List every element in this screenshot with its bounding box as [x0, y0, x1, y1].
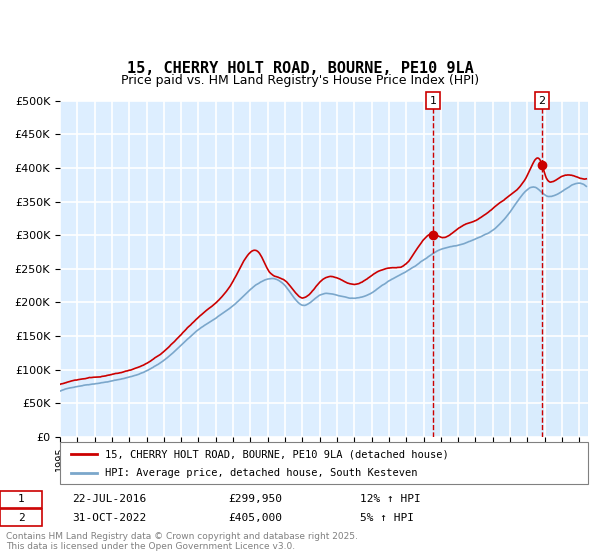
- Text: 15, CHERRY HOLT ROAD, BOURNE, PE10 9LA: 15, CHERRY HOLT ROAD, BOURNE, PE10 9LA: [127, 60, 473, 76]
- Text: £405,000: £405,000: [228, 513, 282, 522]
- FancyBboxPatch shape: [60, 442, 588, 484]
- Text: 31-OCT-2022: 31-OCT-2022: [72, 513, 146, 522]
- Text: HPI: Average price, detached house, South Kesteven: HPI: Average price, detached house, Sout…: [105, 468, 418, 478]
- Text: 15, CHERRY HOLT ROAD, BOURNE, PE10 9LA (detached house): 15, CHERRY HOLT ROAD, BOURNE, PE10 9LA (…: [105, 449, 449, 459]
- FancyBboxPatch shape: [0, 491, 42, 507]
- Text: Contains HM Land Registry data © Crown copyright and database right 2025.
This d: Contains HM Land Registry data © Crown c…: [6, 531, 358, 551]
- Text: Price paid vs. HM Land Registry's House Price Index (HPI): Price paid vs. HM Land Registry's House …: [121, 74, 479, 87]
- Text: 5% ↑ HPI: 5% ↑ HPI: [360, 513, 414, 522]
- Text: 2: 2: [17, 513, 25, 522]
- Text: 1: 1: [17, 494, 25, 504]
- FancyBboxPatch shape: [0, 510, 42, 526]
- Bar: [433, 101, 588, 437]
- Text: £299,950: £299,950: [228, 494, 282, 504]
- Text: 1: 1: [430, 96, 437, 106]
- Text: 12% ↑ HPI: 12% ↑ HPI: [360, 494, 421, 504]
- Text: 22-JUL-2016: 22-JUL-2016: [72, 494, 146, 504]
- Text: 2: 2: [538, 96, 545, 106]
